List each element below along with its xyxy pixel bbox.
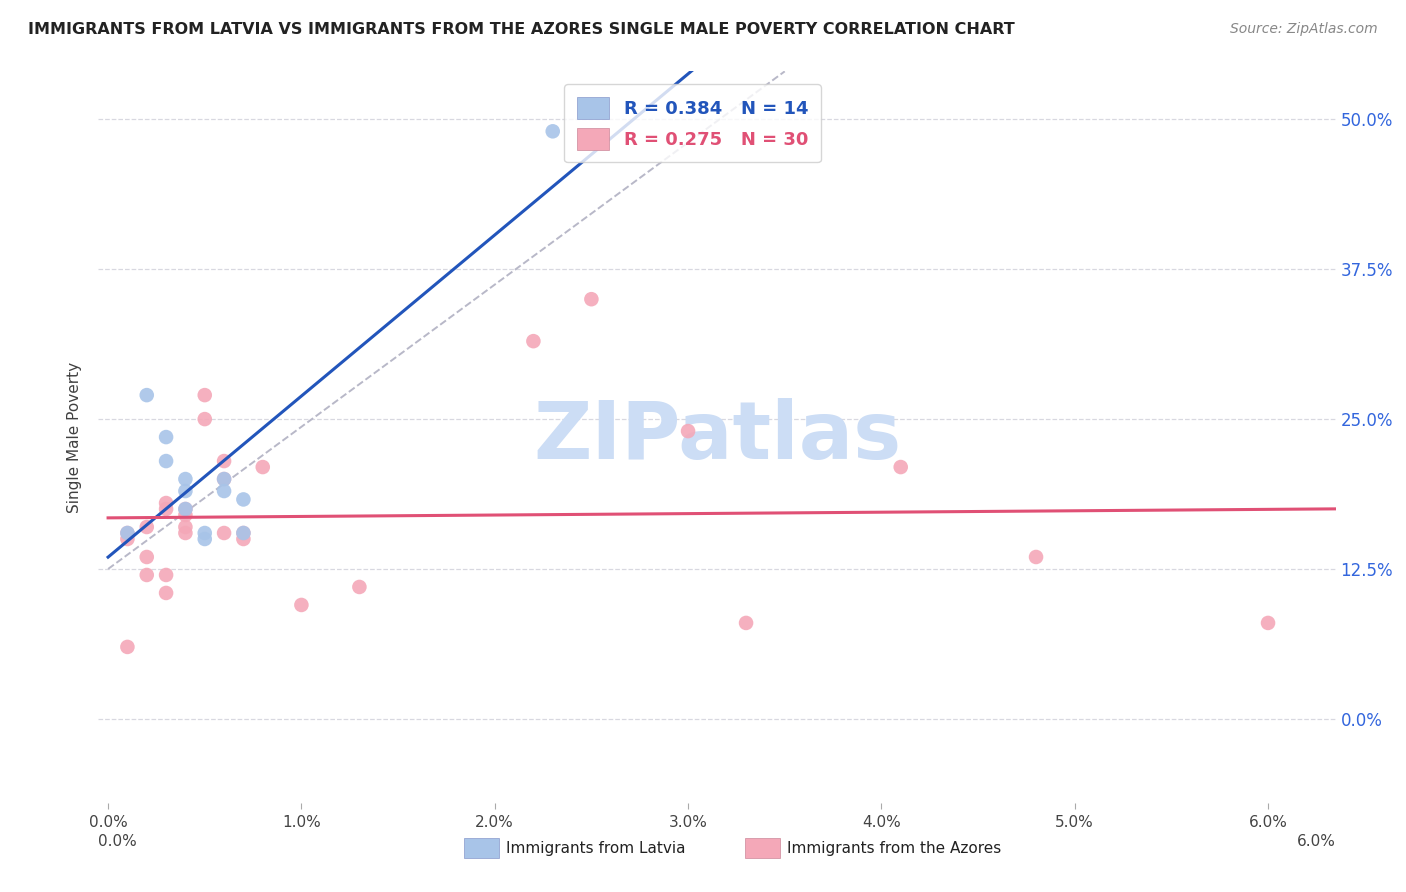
Point	[1025, 549, 1047, 564]
Point	[522, 334, 544, 348]
Point	[117, 526, 139, 541]
Point	[174, 502, 197, 516]
Point	[135, 520, 157, 534]
Point	[174, 502, 197, 516]
Point	[155, 454, 177, 468]
Point	[194, 532, 217, 546]
Point	[1257, 615, 1279, 630]
Text: IMMIGRANTS FROM LATVIA VS IMMIGRANTS FROM THE AZORES SINGLE MALE POVERTY CORRELA: IMMIGRANTS FROM LATVIA VS IMMIGRANTS FRO…	[28, 22, 1015, 37]
Point	[890, 460, 912, 475]
Legend: R = 0.384   N = 14, R = 0.275   N = 30: R = 0.384 N = 14, R = 0.275 N = 30	[564, 84, 821, 162]
Point	[212, 483, 235, 498]
Point	[290, 598, 312, 612]
Point	[117, 640, 139, 654]
Point	[155, 568, 177, 582]
Point	[155, 430, 177, 444]
Text: 0.0%: 0.0%	[98, 834, 138, 849]
Point	[194, 388, 217, 402]
Point	[212, 472, 235, 486]
Point	[194, 526, 217, 541]
Point	[135, 549, 157, 564]
Text: Immigrants from the Azores: Immigrants from the Azores	[787, 841, 1001, 855]
Point	[232, 492, 254, 507]
Point	[174, 483, 197, 498]
Point	[212, 472, 235, 486]
Y-axis label: Single Male Poverty: Single Male Poverty	[67, 361, 83, 513]
Point	[135, 568, 157, 582]
Point	[232, 532, 254, 546]
Point	[174, 520, 197, 534]
Point	[174, 472, 197, 486]
Point	[174, 526, 197, 541]
Point	[349, 580, 371, 594]
Point	[232, 526, 254, 541]
Point	[252, 460, 274, 475]
Text: 6.0%: 6.0%	[1296, 834, 1336, 849]
Point	[155, 502, 177, 516]
Point	[212, 526, 235, 541]
Point	[581, 292, 603, 306]
Text: Source: ZipAtlas.com: Source: ZipAtlas.com	[1230, 22, 1378, 37]
Point	[117, 532, 139, 546]
Point	[117, 526, 139, 541]
Text: Immigrants from Latvia: Immigrants from Latvia	[506, 841, 686, 855]
Point	[135, 388, 157, 402]
Point	[212, 454, 235, 468]
Text: ZIPatlas: ZIPatlas	[533, 398, 901, 476]
Point	[232, 526, 254, 541]
Point	[174, 508, 197, 522]
Point	[155, 496, 177, 510]
Point	[194, 412, 217, 426]
Point	[541, 124, 564, 138]
Point	[155, 586, 177, 600]
Point	[735, 615, 758, 630]
Point	[676, 424, 699, 438]
